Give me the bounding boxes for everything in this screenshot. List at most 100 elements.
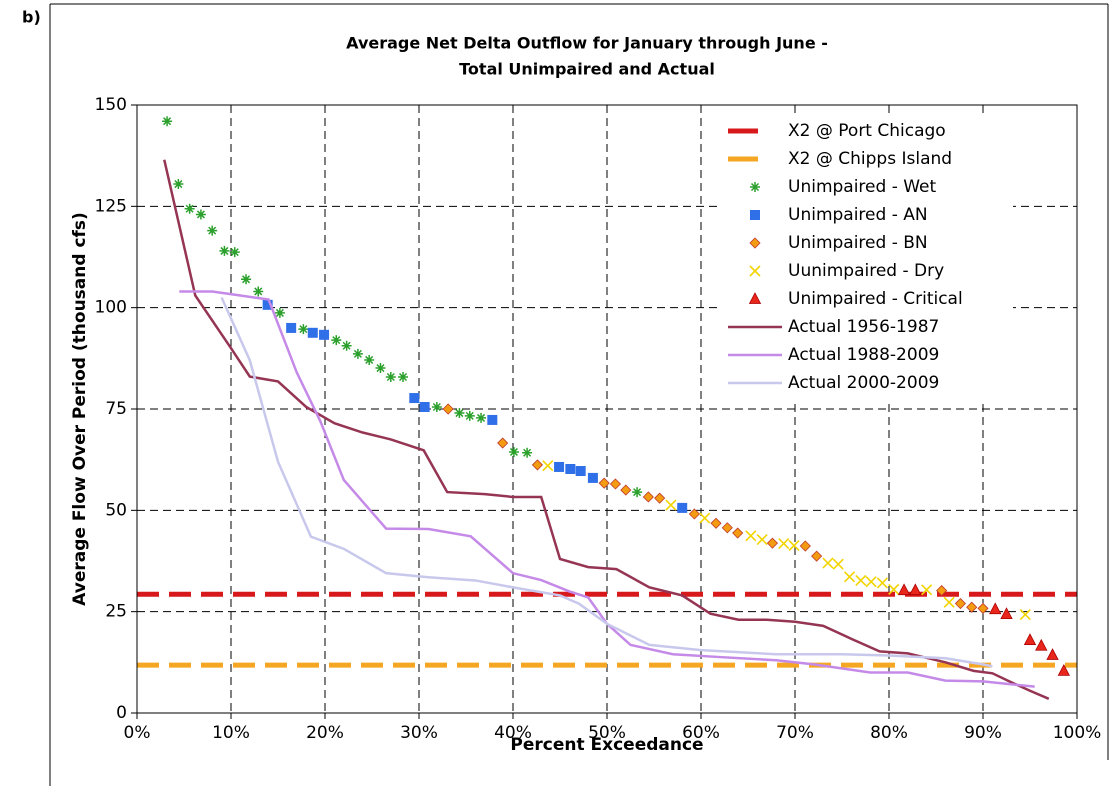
marker <box>173 179 184 190</box>
x-axis-label: Percent Exceedance <box>510 735 703 755</box>
legend-label: Unimpaired - Critical <box>788 289 963 309</box>
marker <box>748 292 762 304</box>
marker <box>531 459 544 471</box>
plot-border <box>136 104 1078 714</box>
marker <box>431 401 442 412</box>
marker <box>542 460 554 472</box>
marker <box>1057 663 1071 676</box>
marker <box>750 182 760 192</box>
marker <box>799 540 811 552</box>
marker <box>654 492 666 504</box>
marker <box>749 237 761 249</box>
marker <box>219 245 230 256</box>
marker <box>352 348 363 359</box>
x-tick-label: 60% <box>682 723 720 743</box>
legend-label: Actual 2000-2009 <box>788 373 939 393</box>
marker <box>966 601 978 613</box>
x-tick-label: 40% <box>494 723 532 743</box>
x-tick-label: 50% <box>588 723 626 743</box>
marker <box>943 596 955 608</box>
x-tick-label: 20% <box>306 723 344 743</box>
y-tick-label: 75 <box>105 399 127 419</box>
marker <box>822 557 834 569</box>
marker <box>843 571 856 583</box>
marker <box>162 116 173 127</box>
marker <box>766 537 779 549</box>
legend-label: Actual 1988-2009 <box>788 345 939 365</box>
marker <box>286 322 297 333</box>
marker <box>375 363 386 374</box>
legend-label: Actual 1956-1987 <box>788 317 939 337</box>
marker <box>710 517 722 529</box>
marker <box>454 408 465 419</box>
legend-label: X2 @ Chipps Island <box>788 149 952 169</box>
marker <box>298 324 309 335</box>
marker <box>855 574 867 587</box>
marker <box>677 502 688 513</box>
marker <box>1046 648 1059 660</box>
marker <box>1000 607 1013 619</box>
marker <box>745 530 757 542</box>
marker <box>688 508 700 520</box>
y-tick-label: 125 <box>95 196 127 216</box>
marker <box>609 478 622 490</box>
marker <box>587 472 598 483</box>
marker <box>632 487 643 498</box>
marker <box>274 307 285 318</box>
panel-label: b) <box>22 8 41 27</box>
marker <box>598 477 610 489</box>
marker <box>522 447 533 458</box>
marker <box>319 329 330 340</box>
marker <box>921 584 933 596</box>
marker <box>778 538 790 550</box>
marker <box>756 533 768 546</box>
marker <box>989 602 1002 615</box>
marker <box>788 540 800 552</box>
x-tick-label: 100% <box>1053 723 1102 743</box>
marker <box>241 274 252 285</box>
y-tick-label: 150 <box>95 95 127 115</box>
marker <box>508 446 519 457</box>
x-tick-label: 30% <box>400 723 438 743</box>
marker <box>954 597 967 610</box>
marker <box>909 583 922 596</box>
y-tick-label: 0 <box>116 703 127 723</box>
legend-label: X2 @ Port Chicago <box>788 121 946 141</box>
marker <box>229 247 240 258</box>
legend-box <box>718 115 1013 399</box>
y-tick-label: 100 <box>95 298 127 318</box>
marker <box>398 371 409 382</box>
marker <box>620 484 632 496</box>
x-tick-label: 0% <box>124 723 151 743</box>
marker <box>665 499 677 511</box>
chart-title: Total Unimpaired and Actual <box>459 60 715 79</box>
marker <box>184 203 195 214</box>
chart-title: Average Net Delta Outflow for January th… <box>346 34 828 53</box>
marker <box>721 522 733 534</box>
marker <box>341 340 352 351</box>
marker <box>897 583 911 596</box>
marker <box>699 512 711 524</box>
marker <box>750 210 760 220</box>
marker <box>565 463 576 474</box>
marker <box>253 286 264 297</box>
marker <box>1035 638 1048 651</box>
series-line <box>220 297 993 668</box>
marker <box>811 550 823 562</box>
marker <box>888 583 900 595</box>
legend-label: Unimpaired - AN <box>788 205 928 225</box>
marker <box>195 209 206 220</box>
marker <box>207 225 218 236</box>
marker <box>1023 633 1037 645</box>
marker <box>409 393 420 404</box>
marker <box>832 558 844 570</box>
marker <box>575 466 586 477</box>
legend-label: Uunimpaired - Dry <box>788 261 944 281</box>
marker <box>487 414 498 425</box>
marker <box>642 491 654 503</box>
marker <box>442 403 454 415</box>
marker <box>331 335 342 346</box>
marker <box>385 371 396 382</box>
marker <box>977 602 989 614</box>
